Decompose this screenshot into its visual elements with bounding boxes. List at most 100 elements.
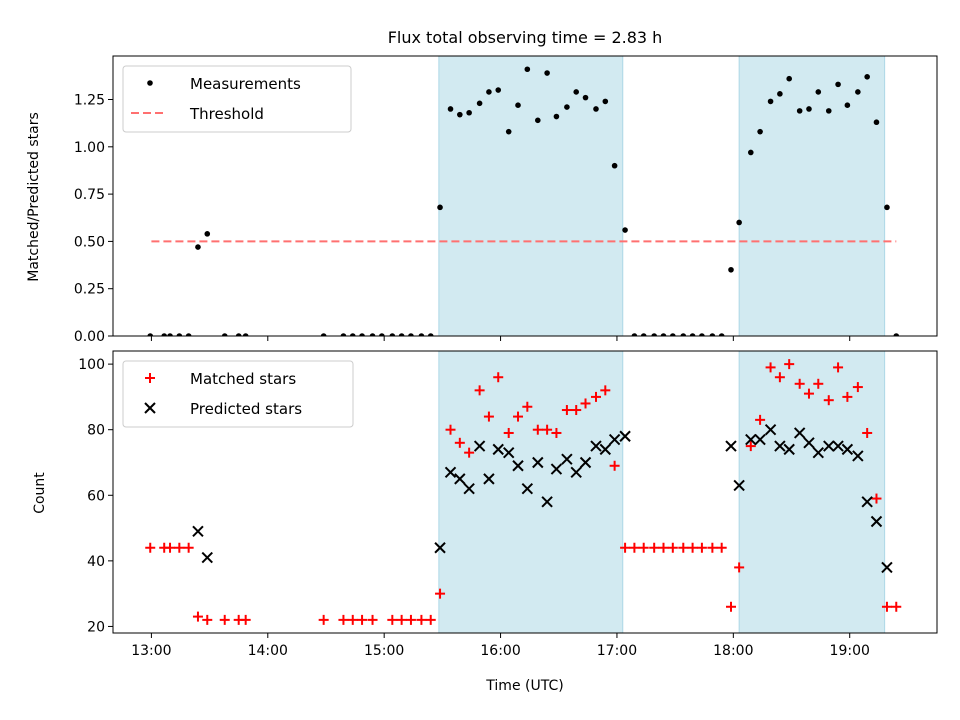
measurement-point [161,333,168,336]
measurement-point [622,227,628,233]
predicted-star-marker-b [861,496,873,508]
measurement-point [447,106,454,112]
measurement-point [235,333,242,336]
predicted-star-marker-b [774,440,786,452]
predicted-star-point [599,443,612,456]
measurement-point [185,333,192,336]
predicted-star-marker-b [823,440,835,452]
matched-star-point [590,391,601,402]
measurement-point [204,231,211,237]
matched-star-point [454,437,465,448]
predicted-star-point [454,473,466,485]
measurement-point [680,333,687,336]
predicted-star-marker-b [492,443,504,456]
matched-star-point [183,542,194,553]
predicted-star-point [192,525,204,538]
measurement-point [379,333,385,336]
predicted-star-point [463,483,475,495]
measurement-point [176,333,183,336]
measurement-point [535,117,541,124]
matched-star-point [347,614,358,625]
matched-star-point [842,391,853,402]
predicted-star-point [733,479,745,492]
predicted-star-point [570,466,582,479]
matched-star-point [474,385,485,396]
predicted-star-marker-b [852,450,864,462]
predicted-star-point [483,473,495,485]
predicted-star-point [550,463,563,475]
measurement-point [767,98,774,105]
matched-star-point [638,542,649,553]
y-tick-label: 100 [78,357,105,373]
matched-star-point [813,378,824,389]
predicted-star-marker-b [521,483,534,495]
matched-star-point [794,378,805,389]
matched-star-point [609,460,620,471]
y-tick-label: 60 [87,488,105,504]
matched-star-point [416,614,427,625]
matched-star-point [542,424,553,435]
predicted-star-point [861,496,873,508]
predicted-star-point [521,483,534,495]
measurement-point [505,128,512,135]
observing-window-shade [438,56,623,336]
matched-star-point [707,542,718,553]
matched-star-point [483,411,494,422]
predicted-star-marker-b [619,430,631,442]
measurement-point [873,119,880,126]
predicted-star-point [832,440,844,452]
predicted-star-point [881,561,893,574]
predicted-star-marker-b [754,433,766,446]
measurement-point [718,333,725,336]
predicted-star-marker-b [608,433,621,446]
predicted-star-marker-b [881,561,893,574]
predicted-star-point [803,437,815,449]
matched-star-point [219,614,230,625]
matched-star-point [522,401,533,412]
measurement-point [709,333,716,336]
y-tick-label: 0.25 [74,282,105,298]
matched-star-point [513,411,524,422]
matched-star-point [696,542,707,553]
y-tick-label: 20 [87,619,105,635]
predicted-star-point [764,423,777,436]
measurement-point [660,333,667,336]
predicted-star-marker-b [550,463,563,475]
measurement-point [573,89,580,95]
matched-star-point [425,614,436,625]
matched-star-point [174,542,185,553]
predicted-star-point [823,440,835,452]
measurement-point [544,70,550,76]
legend: Matched stars Predicted stars [122,360,354,428]
measurement-point [825,108,832,114]
measurement-point [611,162,618,169]
measurement-point [593,106,599,112]
matched-star-point [387,614,398,625]
measurement-point [835,81,841,88]
predicted-star-marker-b [454,473,466,485]
measurement-point [640,333,647,336]
matched-star-point [493,372,504,383]
matched-star-point [803,388,814,399]
matched-star-point [192,611,203,622]
measurement-point [147,333,154,336]
predicted-star-marker-b [832,440,844,452]
predicted-star-marker-b [812,446,824,459]
predicted-star-marker-b [793,427,806,439]
predicted-star-point [774,440,786,452]
measurement-point [389,333,396,336]
predicted-star-point [492,443,504,456]
measurement-point [495,87,502,93]
legend-label: Matched stars [190,370,296,388]
legend-label: Measurements [190,75,301,93]
x-tick-label: 14:00 [248,643,288,659]
top-panel: 0.00 0.25 0.50 0.75 1.00 1.25 Measurements Thre… [74,55,938,345]
predicted-star-point [502,446,515,459]
matched-star-point [435,588,446,599]
predicted-star-point [541,496,553,508]
measurement-point [340,333,347,336]
legend-box [122,360,354,428]
predicted-star-point [561,453,573,465]
predicted-star-marker-b [532,456,544,469]
